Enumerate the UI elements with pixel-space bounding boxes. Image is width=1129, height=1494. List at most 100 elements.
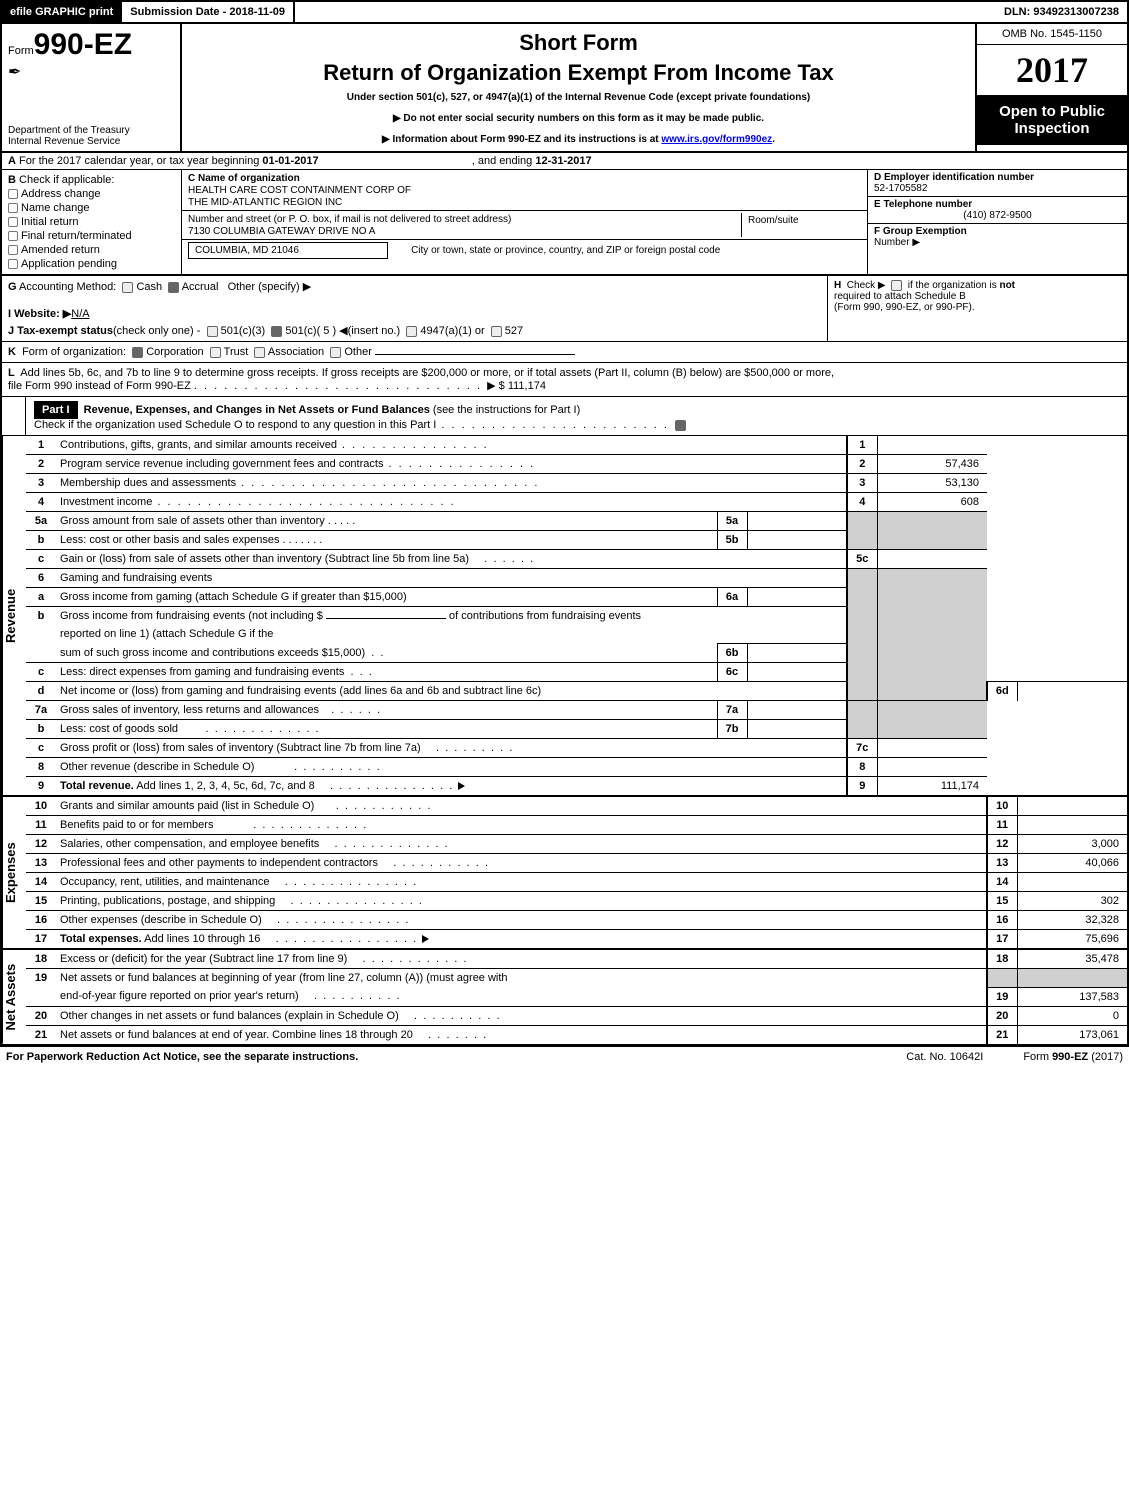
j-2: 501(c)( 5 ) ◀(insert no.) xyxy=(285,325,400,337)
website-value: N/A xyxy=(71,308,89,320)
row-9-rn: 9 xyxy=(847,777,877,796)
row-6d-desc: Net income or (loss) from gaming and fun… xyxy=(60,685,541,697)
section-l: L Add lines 5b, 6c, and 7b to line 9 to … xyxy=(2,363,1127,397)
footer-right-prefix: Form xyxy=(1023,1051,1052,1063)
row-4: 4 Investment income 4 608 xyxy=(26,493,1127,512)
k-other-input[interactable] xyxy=(375,354,575,355)
row-3-desc: Membership dues and assessments xyxy=(60,477,236,489)
part1-desc: Part I Revenue, Expenses, and Changes in… xyxy=(26,397,1127,435)
netassets-section: Net Assets 18 Excess or (deficit) for th… xyxy=(2,948,1127,1044)
row-6-shade xyxy=(847,569,877,701)
row-15: 15 Printing, publications, postage, and … xyxy=(26,892,1127,911)
row-2-desc: Program service revenue including govern… xyxy=(60,458,383,470)
row-6b-desc3: reported on line 1) (attach Schedule G i… xyxy=(60,628,273,640)
k-letter: K xyxy=(8,346,16,358)
h-text3: required to attach Schedule B xyxy=(834,291,966,302)
row-2-rn: 2 xyxy=(847,455,877,474)
row-7a-mn: 7a xyxy=(717,701,747,720)
radio-501c[interactable] xyxy=(271,326,282,337)
row-15-desc: Printing, publications, postage, and shi… xyxy=(60,895,275,907)
revenue-table: 1 Contributions, gifts, grants, and simi… xyxy=(26,436,1127,795)
row-7ab-shade xyxy=(847,701,877,739)
submission-date: Submission Date - 2018-11-09 xyxy=(122,2,295,22)
checkbox-h[interactable] xyxy=(891,280,902,291)
row-5b-mv xyxy=(747,531,847,550)
row-5a: 5a Gross amount from sale of assets othe… xyxy=(26,512,1127,531)
row-9-num: 9 xyxy=(26,777,56,796)
row-13-num: 13 xyxy=(26,854,56,873)
submission-date-label: Submission Date - xyxy=(130,6,229,18)
row-5ab-shade xyxy=(847,512,877,550)
l-amount: ▶ $ 111,174 xyxy=(487,380,546,392)
radio-trust[interactable] xyxy=(210,347,221,358)
block-def: D Employer identification number 52-1705… xyxy=(867,170,1127,274)
radio-527[interactable] xyxy=(491,326,502,337)
g-accrual: Accrual xyxy=(182,281,219,293)
row-6-num: 6 xyxy=(26,569,56,588)
row-7c-num: c xyxy=(26,739,56,758)
g-cash: Cash xyxy=(136,281,162,293)
row-6: 6 Gaming and fundraising events xyxy=(26,569,1127,588)
part1-title: Revenue, Expenses, and Changes in Net As… xyxy=(84,404,430,416)
row-12: 12 Salaries, other compensation, and emp… xyxy=(26,835,1127,854)
part1-title-rest: (see the instructions for Part I) xyxy=(430,404,580,416)
row-18-rv: 35,478 xyxy=(1017,950,1127,969)
row-5b-num: b xyxy=(26,531,56,550)
row-7b-num: b xyxy=(26,720,56,739)
arrow-icon xyxy=(422,935,429,943)
checkbox-final-return[interactable] xyxy=(8,231,18,241)
row-11-num: 11 xyxy=(26,816,56,835)
row-5c: c Gain or (loss) from sale of assets oth… xyxy=(26,550,1127,569)
row-8-desc: Other revenue (describe in Schedule O) xyxy=(60,761,254,773)
checkbox-name-change[interactable] xyxy=(8,203,18,213)
checkbox-application-pending[interactable] xyxy=(8,259,18,269)
f-group: F Group Exemption Number ▶ xyxy=(868,224,1127,250)
row-2: 2 Program service revenue including gove… xyxy=(26,455,1127,474)
checkbox-initial-return[interactable] xyxy=(8,217,18,227)
checkbox-address-change[interactable] xyxy=(8,189,18,199)
arrow-icon xyxy=(458,782,465,790)
row-14-rn: 14 xyxy=(987,873,1017,892)
radio-501c3[interactable] xyxy=(207,326,218,337)
radio-4947[interactable] xyxy=(406,326,417,337)
row-6b-mn: 6b xyxy=(717,644,747,663)
checkbox-schedule-o[interactable] xyxy=(675,420,686,431)
h-text2: if the organization is xyxy=(908,280,1000,291)
e-label: E Telephone number xyxy=(874,199,972,210)
phone-value: (410) 872-9500 xyxy=(874,210,1121,221)
radio-corporation[interactable] xyxy=(132,347,143,358)
form-number-value: 990-EZ xyxy=(34,28,132,61)
radio-accrual[interactable] xyxy=(168,282,179,293)
h-letter: H xyxy=(834,280,841,291)
row-5a-mn: 5a xyxy=(717,512,747,531)
org-city: COLUMBIA, MD 21046 xyxy=(188,242,388,259)
line-i: I Website: ▶N/A xyxy=(8,307,821,320)
radio-cash[interactable] xyxy=(122,282,133,293)
row-1-rv xyxy=(877,436,987,455)
row-6b-blank[interactable] xyxy=(326,618,446,619)
part1-check: Check if the organization used Schedule … xyxy=(34,419,436,431)
instructions-link[interactable]: www.irs.gov/form990ez xyxy=(661,134,772,145)
row-15-rn: 15 xyxy=(987,892,1017,911)
row-3: 3 Membership dues and assessments 3 53,1… xyxy=(26,474,1127,493)
row-6a-desc: Gross income from gaming (attach Schedul… xyxy=(60,591,407,603)
header: Form990-EZ ✒ Department of the Treasury … xyxy=(2,24,1127,153)
row-6-shade-val xyxy=(877,569,987,701)
omb-number: OMB No. 1545-1150 xyxy=(977,24,1127,45)
row-15-num: 15 xyxy=(26,892,56,911)
row-5a-num: 5a xyxy=(26,512,56,531)
radio-other-org[interactable] xyxy=(330,347,341,358)
radio-association[interactable] xyxy=(254,347,265,358)
checkbox-amended-return[interactable] xyxy=(8,245,18,255)
b-item-2: Initial return xyxy=(21,216,78,228)
irs-eagle-icon: ✒ xyxy=(8,62,174,82)
row-6c-desc: Less: direct expenses from gaming and fu… xyxy=(60,666,344,678)
row-14-rv xyxy=(1017,873,1127,892)
form-prefix: Form xyxy=(8,45,34,57)
org-street: 7130 COLUMBIA GATEWAY DRIVE NO A xyxy=(188,226,375,237)
tax-year-begin: 01-01-2017 xyxy=(262,155,318,167)
d-ein: D Employer identification number 52-1705… xyxy=(868,170,1127,197)
row-21-rn: 21 xyxy=(987,1025,1017,1044)
row-6b-desc2: of contributions from fundraising events xyxy=(449,610,641,622)
row-9: 9 Total revenue. Add lines 1, 2, 3, 4, 5… xyxy=(26,777,1127,796)
